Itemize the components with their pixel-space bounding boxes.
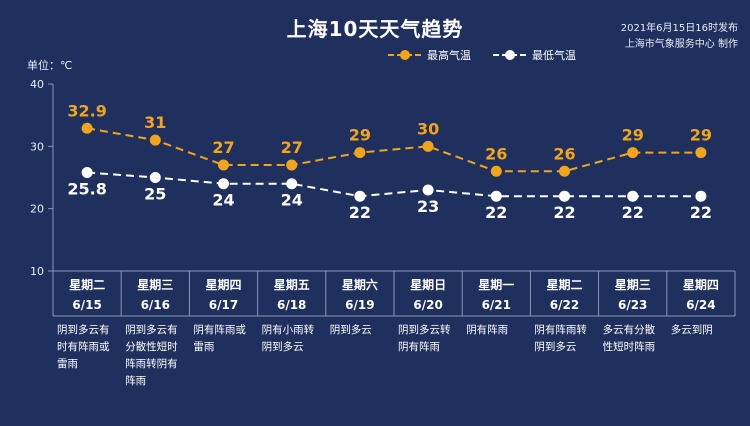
data-point-high: [627, 147, 639, 159]
data-label-low: 23: [417, 197, 439, 216]
x-category-weekday: 星期二: [546, 277, 582, 292]
data-label-low: 25.8: [67, 180, 106, 199]
data-point-low: [627, 190, 639, 202]
data-label-low: 22: [690, 203, 712, 222]
x-category-date: 6/17: [209, 298, 238, 312]
x-category-date: 6/24: [686, 298, 715, 312]
data-label-low: 25: [144, 185, 166, 204]
data-point-low: [218, 178, 229, 190]
data-point-high: [218, 159, 229, 171]
weather-description: 阴到多云有分散性短时阵雨转阴有阵雨: [125, 324, 178, 387]
data-point-low: [81, 167, 93, 179]
weather-description: 阴有阵雨: [466, 324, 509, 336]
data-label-high: 27: [212, 138, 234, 157]
data-point-high: [490, 165, 502, 177]
y-tick-label: 20: [30, 203, 44, 216]
weather-description: 多云有分散性短时阵雨: [602, 324, 656, 353]
issue-info: 2021年6月15日16时发布 上海市气象服务中心 制作: [621, 21, 738, 53]
x-category-weekday: 星期三: [615, 277, 651, 292]
data-label-low: 24: [281, 191, 303, 210]
series-line-low: [87, 171, 701, 198]
issue-source: 上海市气象服务中心 制作: [624, 39, 738, 50]
x-category-date: 6/21: [482, 298, 511, 312]
x-category-date: 6/19: [345, 298, 374, 312]
x-category-weekday: 星期五: [274, 277, 310, 292]
data-point-low: [422, 184, 434, 196]
data-point-high: [354, 147, 366, 159]
x-category-date: 6/22: [550, 298, 579, 312]
data-label-high: 26: [553, 144, 575, 163]
chart-legend: 最高气温 最低气温: [388, 46, 598, 64]
data-label-high: 26: [485, 144, 507, 163]
legend-low-swatch: [493, 50, 527, 60]
x-category-weekday: 星期二: [69, 277, 105, 292]
data-point-high: [149, 134, 161, 146]
data-point-low: [354, 190, 366, 202]
legend-item-high: 最高气温: [388, 47, 471, 63]
series-line-high: [86, 127, 701, 173]
data-label-low: 24: [212, 191, 234, 210]
x-category-date: 6/18: [277, 298, 306, 312]
data-label-high: 32.9: [67, 101, 106, 120]
weather-description: 阴有小雨转阴到多云: [261, 324, 315, 353]
x-category-weekday: 星期六: [342, 277, 378, 292]
x-category-weekday: 星期四: [205, 277, 241, 292]
data-label-low: 22: [485, 203, 507, 222]
issue-time: 2021年6月15日16时发布: [620, 23, 738, 34]
weather-description: 多云到阴: [670, 324, 713, 336]
legend-high-swatch: [388, 50, 422, 60]
y-tick-label: 30: [30, 140, 44, 153]
x-category-date: 6/16: [141, 298, 170, 312]
page-title: 上海10天天气趋势: [286, 17, 464, 41]
data-point-high: [559, 165, 570, 177]
data-label-low: 22: [622, 203, 644, 222]
y-tick-label: 40: [30, 78, 44, 91]
data-label-high: 30: [417, 119, 439, 138]
legend-high-label: 最高气温: [427, 49, 471, 62]
x-category-date: 6/23: [618, 298, 647, 312]
data-point-low: [286, 178, 298, 190]
data-point-low: [149, 172, 161, 183]
legend-low-label: 最低气温: [532, 49, 576, 62]
x-category-weekday: 星期四: [683, 277, 719, 292]
data-label-high: 27: [281, 138, 303, 157]
data-point-low: [559, 190, 570, 202]
weather-description: 阴到多云: [329, 324, 372, 336]
x-category-weekday: 星期日: [410, 277, 446, 292]
data-point-low: [695, 190, 707, 202]
data-point-low: [490, 190, 502, 202]
data-label-high: 29: [622, 126, 644, 145]
data-label-high: 31: [144, 113, 166, 132]
data-point-high: [286, 159, 298, 171]
legend-item-low: 最低气温: [493, 47, 576, 63]
unit-label: 单位：℃: [27, 59, 73, 72]
x-category-weekday: 星期三: [137, 277, 173, 292]
x-category-weekday: 星期一: [478, 277, 514, 292]
x-category-date: 6/20: [413, 298, 442, 312]
data-point-high: [695, 147, 707, 159]
y-tick-label: 10: [30, 265, 44, 278]
data-label-high: 29: [690, 126, 712, 145]
weather-description: 阴有阵雨或雷雨: [193, 324, 246, 353]
data-label-low: 22: [349, 203, 371, 222]
weather-description: 阴有阵雨转阴到多云: [534, 324, 587, 353]
data-label-high: 29: [349, 126, 371, 145]
data-label-low: 22: [553, 203, 575, 222]
data-point-high: [81, 122, 93, 134]
weather-description: 阴到多云有时有阵雨或雷雨: [57, 324, 110, 370]
weather-description: 阴到多云转阴有阵雨: [398, 324, 451, 353]
x-category-date: 6/15: [72, 298, 101, 312]
data-point-high: [422, 140, 434, 152]
